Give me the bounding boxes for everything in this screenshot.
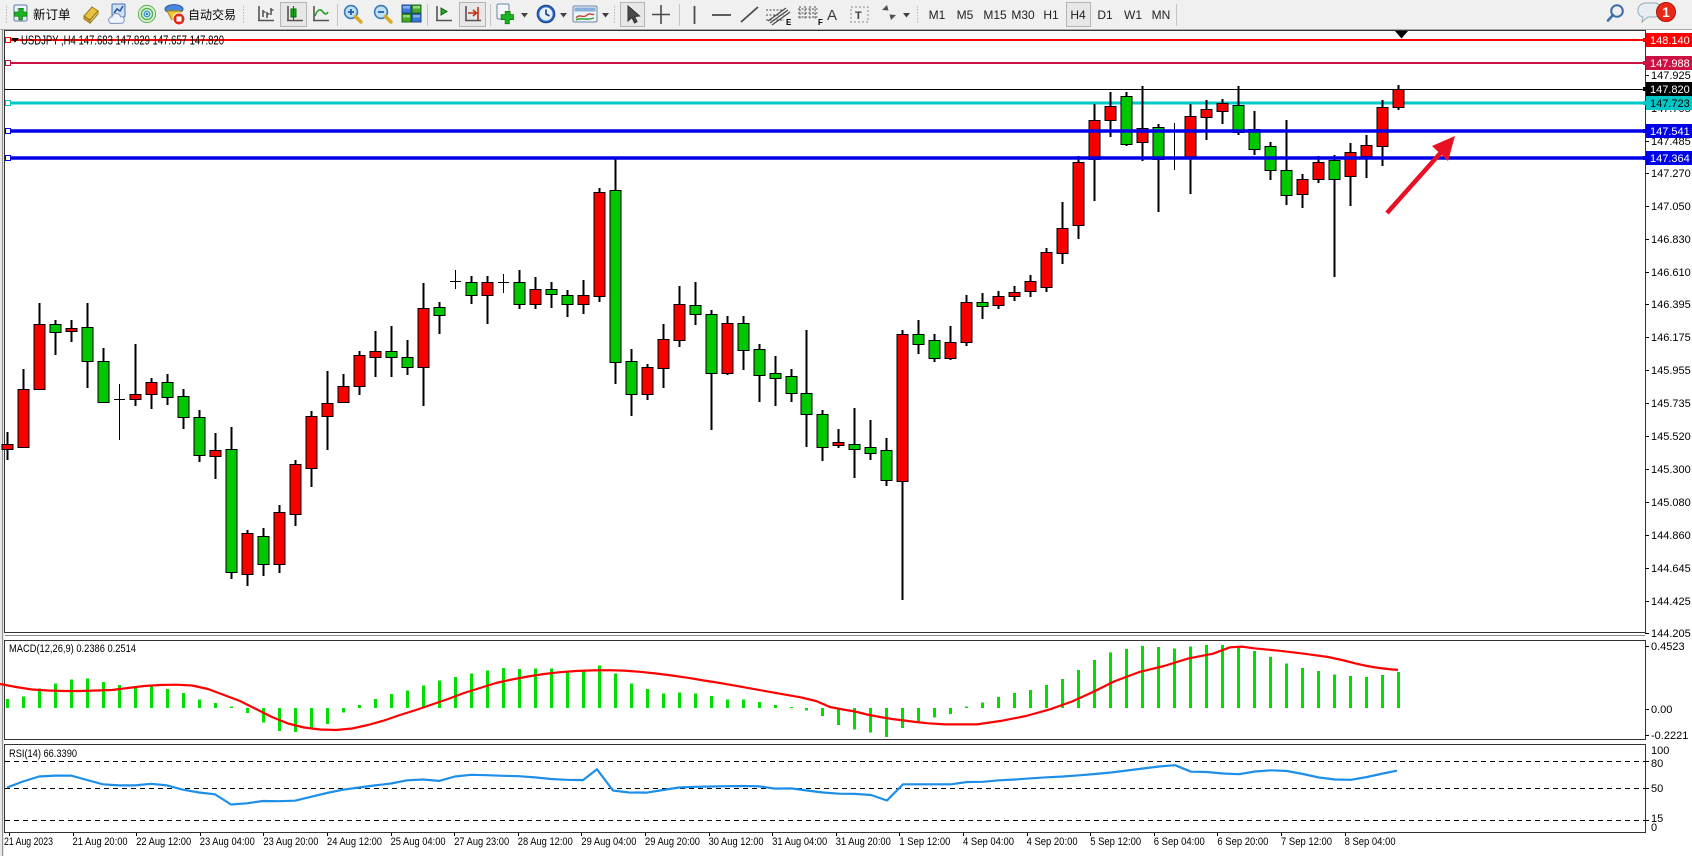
svg-text:147.270: 147.270 (1651, 168, 1691, 180)
svg-text:147.541: 147.541 (1650, 126, 1690, 138)
svg-text:23 Aug 20:00: 23 Aug 20:00 (263, 836, 318, 848)
svg-text:M5: M5 (957, 8, 974, 22)
svg-text:146.610: 146.610 (1651, 267, 1691, 279)
svg-text:147.364: 147.364 (1650, 153, 1690, 165)
svg-text:6 Sep 04:00: 6 Sep 04:00 (1154, 836, 1205, 848)
svg-text:23 Aug 04:00: 23 Aug 04:00 (200, 836, 255, 848)
svg-text:T: T (855, 10, 862, 22)
svg-text:21 Aug 2023: 21 Aug 2023 (4, 836, 53, 848)
svg-text:145.080: 145.080 (1651, 497, 1691, 509)
svg-text:28 Aug 12:00: 28 Aug 12:00 (518, 836, 573, 848)
svg-text:146.395: 146.395 (1651, 299, 1691, 311)
svg-text:29 Aug 20:00: 29 Aug 20:00 (645, 836, 700, 848)
svg-text:147.820: 147.820 (1650, 84, 1690, 96)
svg-text:4 Sep 04:00: 4 Sep 04:00 (963, 836, 1014, 848)
svg-text:USDJPY ,H4 147.683 147.829 14: USDJPY ,H4 147.683 147.829 147.657 147.8… (21, 33, 224, 48)
svg-text:147.050: 147.050 (1651, 201, 1691, 213)
svg-text:145.735: 145.735 (1651, 398, 1691, 410)
svg-text:29 Aug 04:00: 29 Aug 04:00 (581, 836, 636, 848)
svg-text:22 Aug 12:00: 22 Aug 12:00 (136, 836, 191, 848)
svg-text:M30: M30 (1011, 8, 1035, 22)
svg-text:RSI(14) 66.3390: RSI(14) 66.3390 (9, 748, 77, 760)
svg-text:144.860: 144.860 (1651, 530, 1691, 542)
svg-text:146.830: 146.830 (1651, 234, 1691, 246)
svg-text:25 Aug 04:00: 25 Aug 04:00 (391, 836, 446, 848)
svg-text:-0.2221: -0.2221 (1651, 730, 1688, 742)
svg-text:147.723: 147.723 (1650, 98, 1690, 110)
svg-text:1: 1 (1662, 5, 1670, 20)
svg-text:7 Sep 12:00: 7 Sep 12:00 (1281, 836, 1332, 848)
svg-text:0.4523: 0.4523 (1651, 641, 1685, 653)
svg-text:31 Aug 20:00: 31 Aug 20:00 (836, 836, 891, 848)
svg-text:147.485: 147.485 (1651, 136, 1691, 148)
svg-text:30 Aug 12:00: 30 Aug 12:00 (709, 836, 764, 848)
svg-text:50: 50 (1651, 783, 1663, 795)
svg-text:145.300: 145.300 (1651, 464, 1691, 476)
svg-text:E: E (786, 18, 792, 27)
svg-text:27 Aug 23:00: 27 Aug 23:00 (454, 836, 509, 848)
svg-text:8 Sep 04:00: 8 Sep 04:00 (1345, 836, 1396, 848)
svg-text:5 Sep 12:00: 5 Sep 12:00 (1090, 836, 1141, 848)
svg-text:80: 80 (1651, 758, 1663, 770)
svg-text:147.988: 147.988 (1650, 58, 1690, 70)
svg-text:自动交易: 自动交易 (188, 7, 236, 22)
svg-text:新订单: 新订单 (33, 7, 71, 22)
svg-text:A: A (827, 7, 837, 24)
svg-text:144.645: 144.645 (1651, 563, 1691, 575)
svg-text:0: 0 (1651, 822, 1657, 834)
svg-text:0.00: 0.00 (1651, 704, 1672, 716)
svg-text:4 Sep 20:00: 4 Sep 20:00 (1027, 836, 1078, 848)
svg-text:M1: M1 (929, 8, 946, 22)
svg-text:144.205: 144.205 (1651, 628, 1691, 640)
svg-text:145.520: 145.520 (1651, 431, 1691, 443)
svg-text:1 Sep 12:00: 1 Sep 12:00 (899, 836, 950, 848)
svg-text:148.140: 148.140 (1650, 35, 1690, 47)
svg-text:H1: H1 (1043, 8, 1059, 22)
svg-text:147.925: 147.925 (1651, 70, 1691, 82)
svg-text:MN: MN (1152, 8, 1171, 22)
svg-text:15: 15 (1651, 813, 1663, 825)
svg-text:H4: H4 (1070, 8, 1086, 22)
svg-text:D1: D1 (1097, 8, 1113, 22)
svg-text:146.175: 146.175 (1651, 332, 1691, 344)
svg-text:M15: M15 (983, 8, 1007, 22)
svg-text:31 Aug 04:00: 31 Aug 04:00 (772, 836, 827, 848)
svg-text:100: 100 (1651, 745, 1669, 757)
svg-text:W1: W1 (1124, 8, 1142, 22)
svg-text:24 Aug 12:00: 24 Aug 12:00 (327, 836, 382, 848)
svg-text:6 Sep 20:00: 6 Sep 20:00 (1217, 836, 1268, 848)
svg-text:145.955: 145.955 (1651, 365, 1691, 377)
svg-text:21 Aug 20:00: 21 Aug 20:00 (73, 836, 128, 848)
svg-text:MACD(12,26,9) 0.2386 0.2514: MACD(12,26,9) 0.2386 0.2514 (9, 643, 136, 655)
svg-text:F: F (818, 18, 823, 27)
svg-text:144.425: 144.425 (1651, 596, 1691, 608)
